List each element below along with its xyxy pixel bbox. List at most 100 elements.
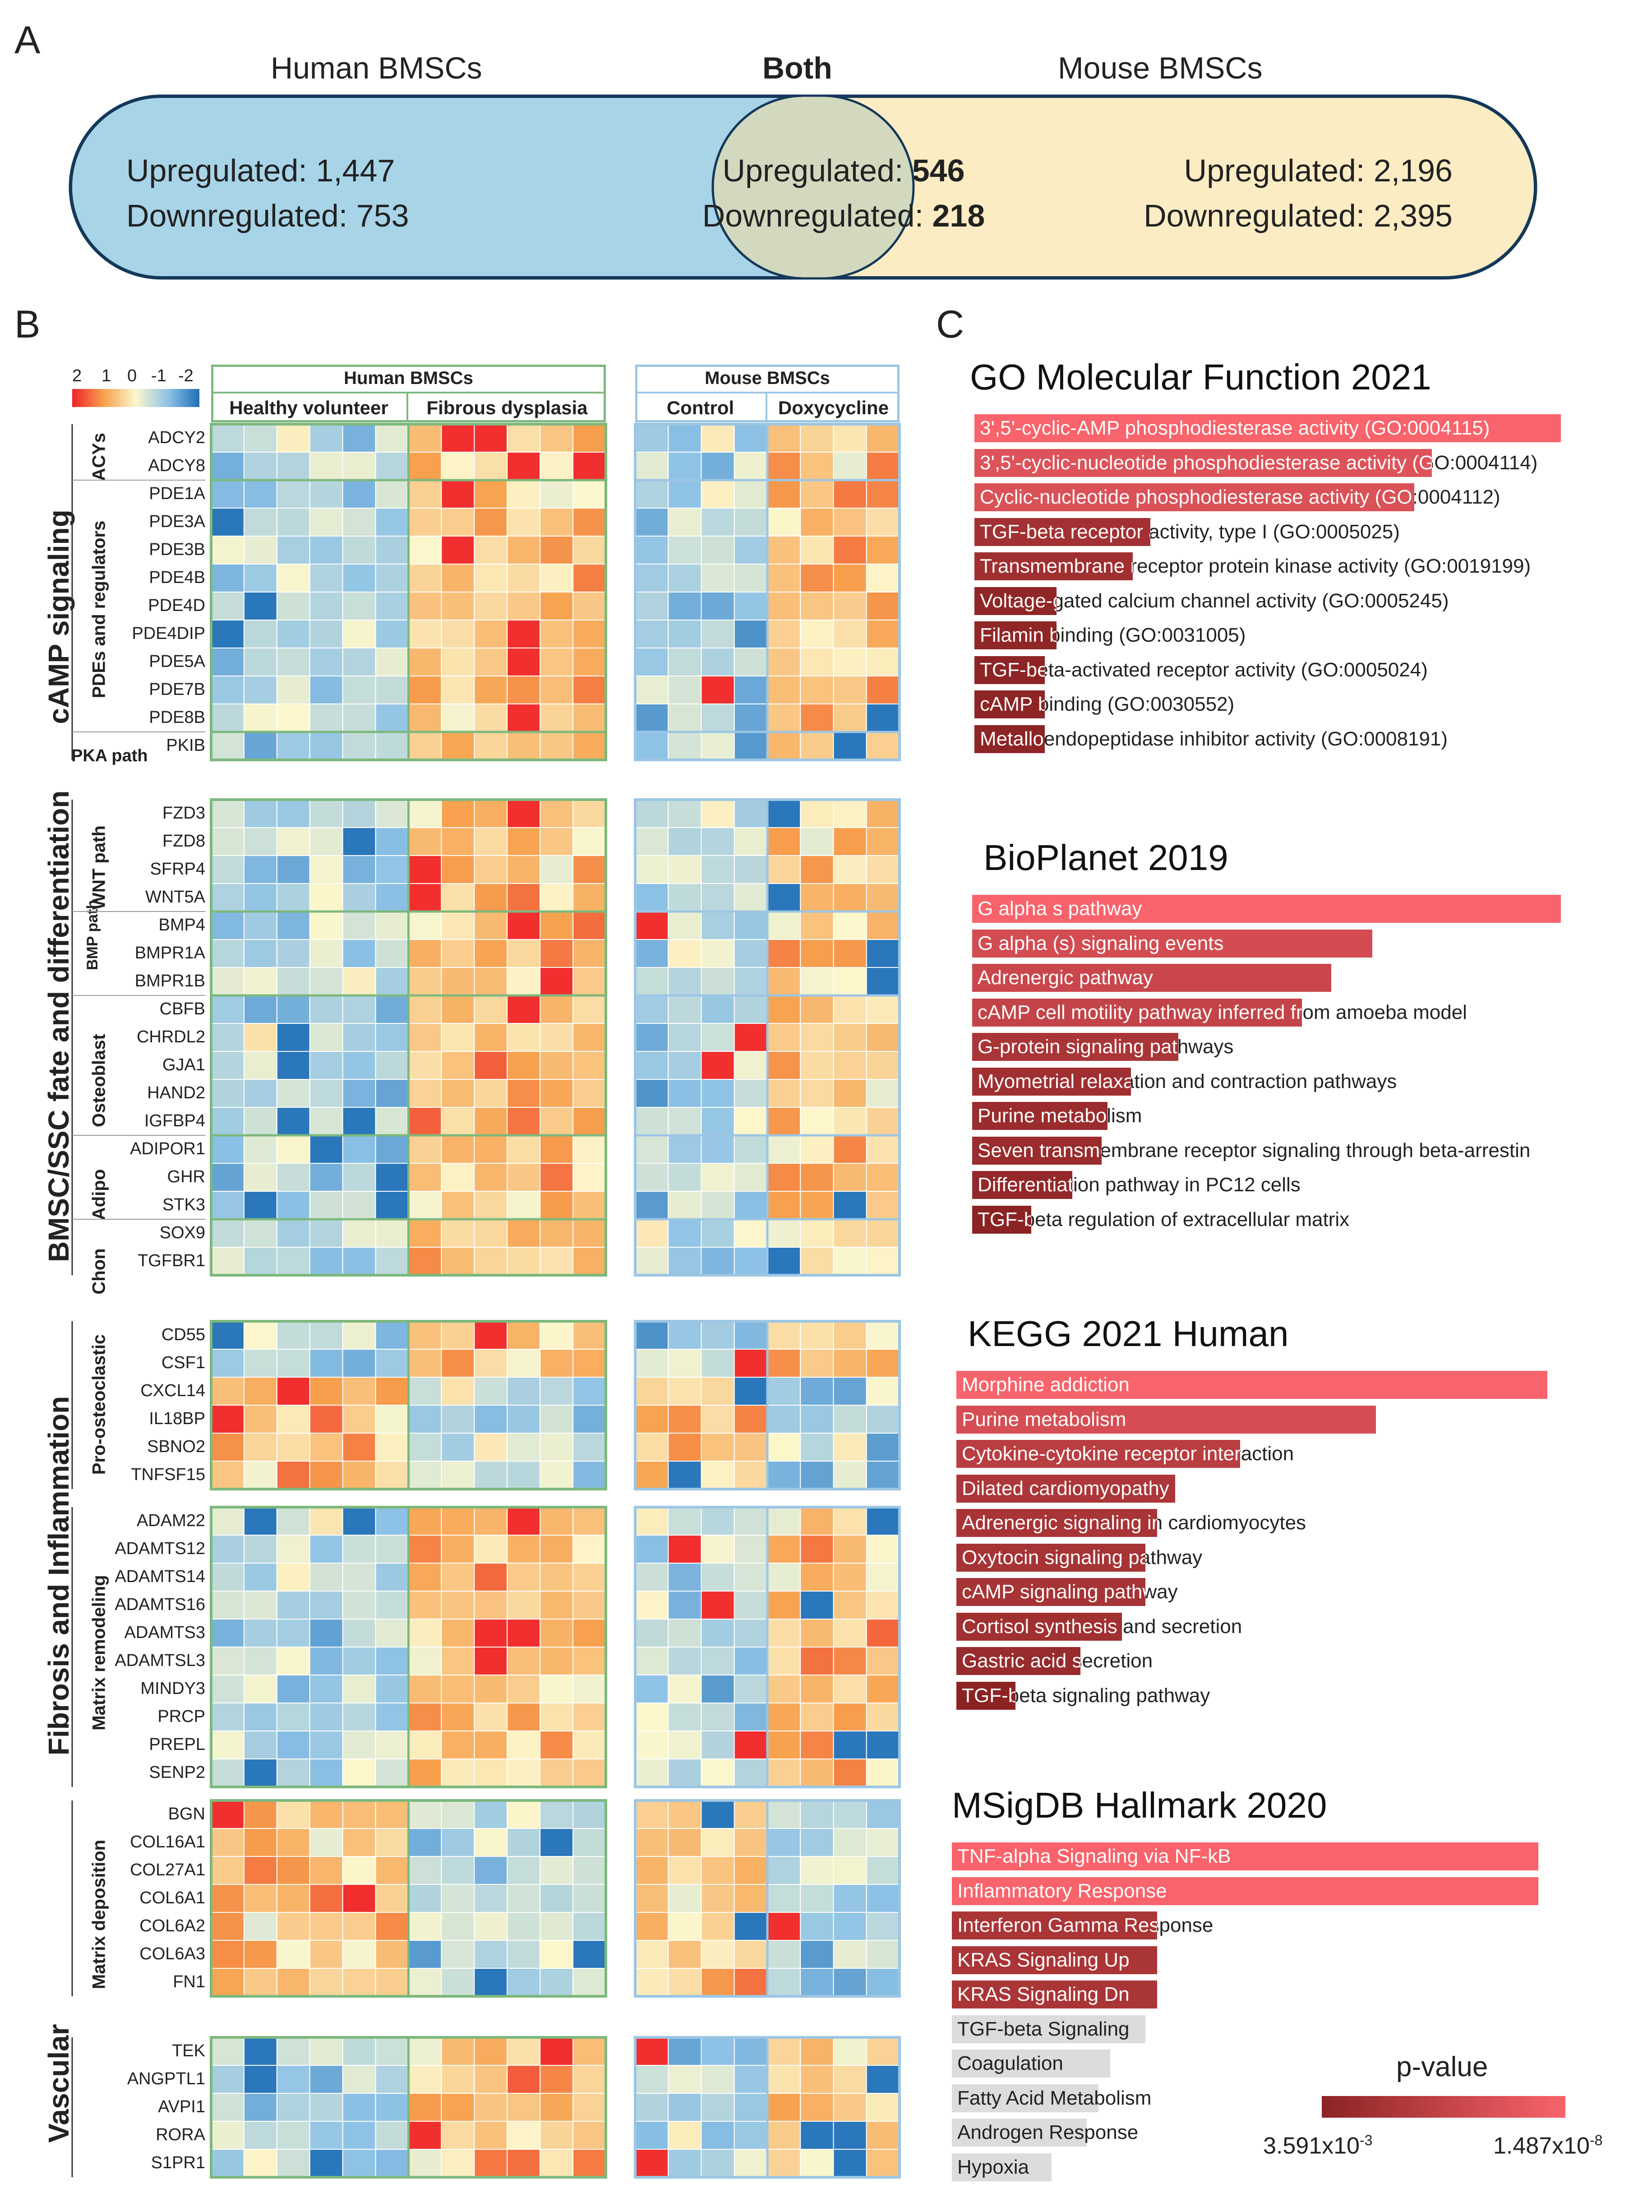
heatmap-cell-human	[243, 1856, 277, 1885]
enrichment-bar	[972, 895, 1561, 923]
heatmap-cell-human	[243, 592, 277, 620]
heatmap-cell-mouse	[701, 911, 735, 940]
heatmap-cell-human	[540, 1247, 574, 1276]
heatmap-cell-human	[243, 424, 277, 453]
heatmap-cell-mouse	[800, 1828, 834, 1857]
heatmap-cell-human	[408, 648, 442, 676]
heatmap-cell-human	[276, 1163, 310, 1192]
heatmap-cell-human	[507, 1163, 541, 1192]
heatmap-cell-human	[211, 2121, 245, 2150]
heatmap-cell-human	[309, 536, 343, 565]
heatmap-cell-human	[572, 564, 607, 592]
heatmap-cell-human	[507, 1591, 541, 1620]
enrichment-bar	[956, 1474, 1175, 1503]
heatmap-cell-human	[211, 452, 245, 481]
heatmap-cell-mouse	[635, 827, 669, 856]
heatmap-cell-mouse	[800, 452, 834, 481]
gene-label: CSF1	[162, 1353, 205, 1372]
heatmap-cell-human	[474, 1731, 508, 1759]
heatmap-cell-human	[342, 799, 376, 828]
enrichment-bar	[974, 552, 1133, 580]
heatmap-cell-mouse	[833, 1507, 867, 1536]
heatmap-cell-human	[243, 1884, 277, 1913]
heatmap-cell-mouse	[635, 703, 669, 732]
heatmap-cell-mouse	[866, 1023, 900, 1052]
heatmap-cell-human	[243, 1461, 277, 1490]
heatmap-cell-mouse	[866, 1535, 900, 1564]
heatmap-cell-human	[572, 1884, 607, 1913]
heatmap-cell-human	[474, 1940, 508, 1969]
heatmap-cell-human	[309, 1884, 343, 1913]
heatmap-cell-mouse	[767, 1968, 801, 1997]
heatmap-cell-mouse	[701, 1912, 735, 1941]
heatmap-cell-human	[276, 1884, 310, 1913]
heatmap-cell-human	[474, 2149, 508, 2178]
enrichment-bar	[952, 1842, 1538, 1870]
heatmap-cell-human	[408, 1675, 442, 1703]
enrichment-term-label: Fatty Acid Metabolism	[957, 2087, 1152, 2109]
heatmap-cell-mouse	[833, 1461, 867, 1490]
heatmap-cell-mouse	[734, 1912, 768, 1941]
enrichment-title: BioPlanet 2019	[983, 838, 1228, 878]
heatmap-cell-human	[309, 592, 343, 620]
heatmap-cell-human	[474, 967, 508, 996]
heatmap-cell-human	[276, 1135, 310, 1164]
heatmap-cell-human	[211, 703, 245, 732]
enrichment-term-label: Cytokine-cytokine receptor interaction	[962, 1440, 1294, 1468]
heatmap-cell-mouse	[635, 1758, 669, 1787]
heatmap-cell-human	[243, 827, 277, 856]
heatmap-cell-mouse	[767, 1433, 801, 1462]
heatmap-cell-mouse	[635, 1800, 669, 1829]
heatmap-cell-human	[375, 480, 409, 509]
heatmap-cell-mouse	[767, 452, 801, 481]
heatmap-cell-mouse	[701, 592, 735, 620]
heatmap-cell-human	[507, 592, 541, 620]
heatmap-cell-mouse	[701, 2149, 735, 2178]
heatmap-cell-human	[408, 1800, 442, 1829]
heatmap-cell-mouse	[635, 1163, 669, 1192]
gene-label: TNFSF15	[131, 1465, 205, 1484]
heatmap-cell-mouse	[833, 731, 867, 760]
heatmap-cell-human	[211, 648, 245, 676]
heatmap-cell-mouse	[701, 883, 735, 912]
heatmap-cell-mouse	[701, 1968, 735, 1997]
heatmap-cell-human	[540, 1675, 574, 1703]
heatmap-cell-human	[375, 1703, 409, 1731]
heatmap-cell-mouse	[701, 799, 735, 828]
heatmap-cell-human	[507, 1940, 541, 1969]
heatmap-cell-human	[441, 731, 475, 760]
heatmap-cell-mouse	[833, 508, 867, 537]
heatmap-cell-human	[572, 703, 607, 732]
heatmap-cell-mouse	[833, 1405, 867, 1434]
heatmap-cell-human	[572, 1619, 607, 1647]
heatmap-cell-human	[540, 2121, 574, 2150]
heatmap-cell-human	[342, 1507, 376, 1536]
heatmap-cell-mouse	[767, 2121, 801, 2150]
heatmap-cell-human	[572, 1191, 607, 1220]
gene-label: CHRDL2	[137, 1027, 205, 1046]
heatmap-cell-human	[572, 799, 607, 828]
heatmap-cell-mouse	[866, 731, 900, 760]
heatmap-cell-mouse	[800, 508, 834, 537]
heatmap-cell-human	[507, 480, 541, 509]
heatmap-cell-human	[211, 1563, 245, 1592]
heatmap-cell-human	[507, 1563, 541, 1592]
heatmap-cell-human	[474, 1321, 508, 1350]
heatmap-cell-mouse	[866, 1563, 900, 1592]
heatmap-cell-mouse	[800, 536, 834, 565]
heatmap-cell-mouse	[668, 1135, 702, 1164]
enrichment-bar	[974, 621, 1057, 649]
enrichment-bar	[972, 1067, 1131, 1096]
heatmap-cell-human	[408, 452, 442, 481]
venn-both-up-value: 546	[912, 153, 965, 188]
heatmap-cell-mouse	[635, 995, 669, 1024]
heatmap-cell-mouse	[800, 731, 834, 760]
heatmap-cell-human	[540, 508, 574, 537]
heatmap-cell-human	[211, 1800, 245, 1829]
heatmap-cell-mouse	[800, 1321, 834, 1350]
mouse-header-box	[635, 365, 900, 422]
heatmap-cell-mouse	[833, 1349, 867, 1378]
heatmap-cell-mouse	[866, 1828, 900, 1857]
heatmap-cell-human	[276, 1800, 310, 1829]
heatmap-cell-mouse	[833, 480, 867, 509]
